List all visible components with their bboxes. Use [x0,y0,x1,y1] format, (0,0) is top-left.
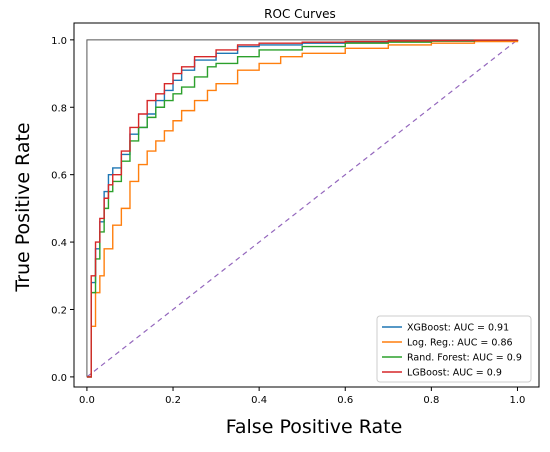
legend-label: Rand. Forest: AUC = 0.9 [407,353,522,364]
axis-ticks: 0.0 0.2 0.4 0.6 0.8 1.0 0.0 0.2 0.4 0.6 0.8 1.0 [51,36,525,406]
x-tick-label: 0.6 [337,395,353,406]
plot-frame [73,22,540,388]
y-tick-label: 0.4 [51,238,67,249]
y-axis-label-text: True Positive Rate [12,122,34,292]
legend-label: XGBoost: AUC = 0.91 [407,323,509,334]
roc-series-line-1 [86,39,519,378]
perfect-classifier-line [86,39,518,377]
legend-box [376,315,532,383]
y-axis-label: True Positive Rate [4,122,42,292]
x-tick-label: 1.0 [510,395,526,406]
x-tick-label: 0.0 [79,395,95,406]
y-tick-label: 0.0 [51,373,67,384]
plot-area [86,39,519,378]
legend: XGBoost: AUC = 0.91 Log. Reg.: AUC = 0.86… [376,315,532,383]
chance-line [86,39,518,378]
x-axis-label-text: False Positive Rate [225,416,403,438]
y-tick-label: 0.8 [51,103,67,114]
y-tick-label: 0.2 [51,305,67,316]
x-tick-label: 0.8 [423,395,439,406]
x-axis-label: False Positive Rate [224,408,404,446]
chart-title: ROC Curves [264,7,336,21]
roc-series-line-3 [86,39,519,378]
x-tick-label: 0.2 [165,395,181,406]
legend-label: Log. Reg.: AUC = 0.86 [407,338,513,349]
y-tick-label: 0.6 [51,171,67,182]
x-tick-label: 0.4 [251,395,267,406]
y-tick-label: 1.0 [51,36,67,47]
roc-series-line-2 [86,39,519,378]
legend-label: LGBoost: AUC = 0.9 [407,368,502,379]
